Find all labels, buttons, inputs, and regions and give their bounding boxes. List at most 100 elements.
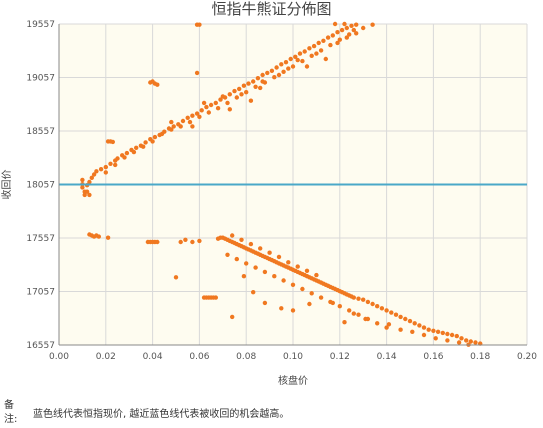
- y-tick-label: 16557: [26, 341, 55, 351]
- scatter-point: [417, 323, 422, 328]
- scatter-point: [237, 86, 242, 92]
- scatter-point: [194, 70, 200, 76]
- y-tick-label: 17557: [26, 234, 55, 244]
- scatter-point: [103, 170, 109, 175]
- scatter-point: [276, 254, 282, 260]
- scatter-point: [379, 306, 385, 311]
- scatter-point: [421, 332, 427, 338]
- scatter-point: [347, 32, 352, 37]
- x-tick-label: 0.02: [96, 352, 116, 362]
- scatter-point: [337, 37, 342, 42]
- scatter-point: [218, 97, 223, 102]
- scatter-point: [290, 64, 296, 69]
- note-label: 备 注:: [4, 400, 18, 425]
- y-tick-label: 18557: [26, 127, 55, 137]
- scatter-point: [354, 22, 359, 27]
- scatter-point: [272, 274, 277, 279]
- note-text: 蓝色线代表恒指现价, 越近蓝色线代表被收回的机会越高。: [33, 409, 290, 420]
- scatter-point: [398, 327, 403, 332]
- scatter-point: [91, 172, 97, 177]
- scatter-point: [370, 22, 375, 27]
- scatter-point: [316, 40, 321, 46]
- scatter-point: [239, 92, 244, 97]
- scatter-point: [213, 295, 218, 300]
- scatter-point: [328, 42, 333, 48]
- y-tick-label: 19557: [26, 20, 55, 30]
- scatter-point: [407, 318, 413, 324]
- scatter-point: [339, 27, 345, 33]
- scatter-point: [393, 312, 399, 317]
- scatter-point: [344, 25, 349, 31]
- scatter-point: [89, 175, 95, 180]
- scatter-point: [440, 330, 445, 336]
- scatter-point: [197, 114, 202, 120]
- scatter-point: [108, 161, 113, 166]
- scatter-point: [435, 329, 441, 334]
- scatter-point: [230, 314, 235, 320]
- scatter-point: [178, 124, 183, 129]
- scatter-point: [351, 27, 356, 33]
- scatter-point: [253, 84, 258, 90]
- scatter-point: [335, 40, 340, 46]
- scatter-point: [239, 237, 244, 242]
- scatter-point: [143, 140, 148, 145]
- scatter-point: [190, 239, 195, 245]
- scatter-point: [431, 328, 436, 333]
- scatter-point: [335, 30, 340, 35]
- scatter-point: [150, 139, 155, 144]
- scatter-point: [232, 88, 237, 94]
- x-tick-label: 0.10: [283, 352, 303, 362]
- scatter-point: [349, 23, 354, 28]
- scatter-point: [208, 102, 214, 108]
- scatter-point: [314, 272, 319, 278]
- scatter-point: [412, 321, 417, 326]
- scatter-point: [173, 275, 179, 280]
- scatter-point: [178, 239, 183, 245]
- scatter-point: [300, 58, 305, 64]
- scatter-point: [197, 22, 202, 27]
- y-axis-label: 收回价: [0, 170, 13, 200]
- scatter-point: [342, 21, 347, 27]
- scatter-point: [279, 62, 284, 67]
- scatter-point: [234, 95, 239, 100]
- scatter-point: [80, 177, 85, 183]
- scatter-point: [84, 189, 90, 194]
- scatter-point: [454, 333, 459, 339]
- scatter-point: [225, 252, 230, 257]
- scatter-point: [300, 286, 305, 292]
- scatter-point: [363, 316, 368, 322]
- scatter-point: [115, 156, 120, 161]
- scatter-point: [269, 68, 275, 74]
- scatter-point: [155, 239, 160, 245]
- x-tick-label: 0.04: [143, 352, 163, 362]
- scatter-point: [80, 185, 85, 190]
- scatter-point: [276, 72, 282, 78]
- scatter-point: [323, 56, 328, 62]
- scatter-point: [159, 131, 165, 137]
- scatter-point: [105, 235, 111, 240]
- data-points: [80, 21, 483, 347]
- scatter-point: [152, 134, 158, 140]
- scatter-point: [375, 304, 380, 309]
- scatter-point: [274, 65, 279, 70]
- scatter-point: [295, 57, 300, 63]
- scatter-point: [433, 336, 438, 341]
- x-tick-label: 0.20: [517, 352, 537, 362]
- scatter-point: [356, 312, 361, 317]
- scatter-point: [131, 149, 137, 155]
- scatter-point: [330, 33, 335, 38]
- scatter-point: [456, 340, 462, 345]
- scatter-point: [103, 164, 109, 170]
- scatter-point: [384, 325, 389, 330]
- scatter-point: [410, 329, 415, 334]
- scatter-point: [171, 124, 176, 129]
- scatter-point: [215, 106, 221, 111]
- scatter-point: [213, 100, 218, 106]
- scatter-point: [344, 35, 349, 40]
- x-tick-label: 0.06: [189, 352, 209, 362]
- scatter-point: [389, 310, 394, 315]
- scatter-point: [288, 56, 293, 62]
- x-tick-label: 0.00: [49, 352, 69, 362]
- scatter-point: [220, 94, 225, 99]
- scatter-point: [96, 234, 102, 239]
